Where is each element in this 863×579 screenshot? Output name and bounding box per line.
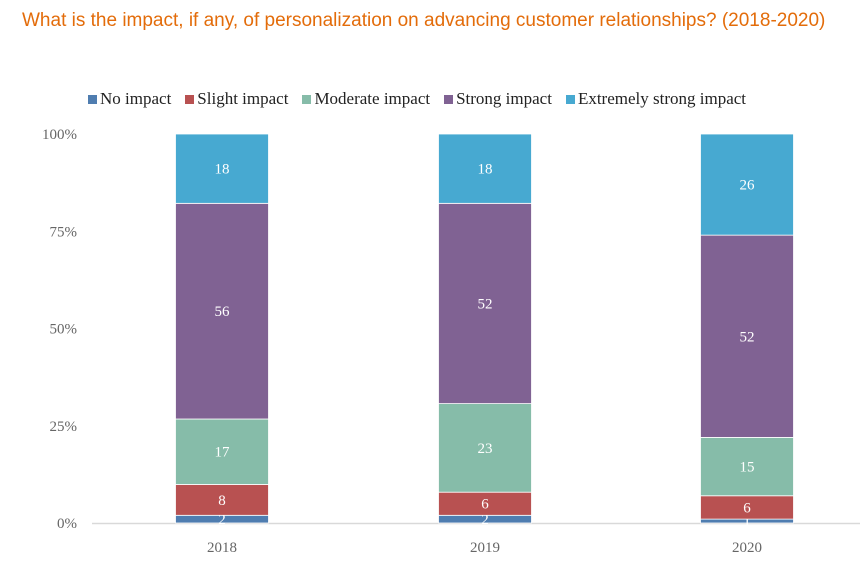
y-tick-label: 25% xyxy=(50,419,78,435)
legend-item: No impact xyxy=(88,89,171,109)
data-label: 2 xyxy=(481,512,489,528)
data-label: 23 xyxy=(478,441,493,457)
legend-item: Slight impact xyxy=(185,89,288,109)
legend-item: Extremely strong impact xyxy=(565,89,747,109)
legend: No impact Slight impact Moderate impact Str… xyxy=(88,89,746,109)
legend-swatch xyxy=(185,94,195,104)
legend-swatch xyxy=(444,94,454,104)
legend-swatch xyxy=(565,94,575,104)
data-label: 56 xyxy=(215,304,231,320)
legend-swatch xyxy=(302,94,312,104)
legend-label: Slight impact xyxy=(197,89,289,108)
bar-segment xyxy=(438,202,532,405)
chart-title: What is the impact, if any, of personali… xyxy=(22,10,826,31)
data-label: 52 xyxy=(478,296,493,312)
bar-segment xyxy=(700,234,794,438)
bar-segment xyxy=(175,202,269,420)
y-tick-label: 100% xyxy=(42,127,77,143)
legend-label: No impact xyxy=(100,89,172,108)
legend-label: Extremely strong impact xyxy=(577,89,747,108)
y-tick-label: 75% xyxy=(50,224,78,240)
data-label: 6 xyxy=(481,497,489,513)
x-tick-label: 2020 xyxy=(732,540,762,556)
x-tick-label: 2019 xyxy=(470,540,500,556)
data-label: 8 xyxy=(218,493,226,509)
data-label: 52 xyxy=(740,329,755,345)
bar-segment xyxy=(175,133,269,204)
bar-segment xyxy=(438,403,532,493)
data-label: 18 xyxy=(478,162,493,178)
y-tick-label: 0% xyxy=(57,516,77,532)
data-label: 6 xyxy=(743,500,751,516)
legend-item: Moderate impact xyxy=(302,89,430,109)
x-tick-label: 2018 xyxy=(207,540,237,556)
legend-label: Moderate impact xyxy=(314,89,431,108)
data-label: 1 xyxy=(743,514,751,530)
legend-item: Strong impact xyxy=(444,89,552,109)
data-label: 18 xyxy=(215,162,230,178)
legend-label: Strong impact xyxy=(456,89,552,108)
legend-swatch xyxy=(88,94,97,104)
data-label: 2 xyxy=(218,512,226,528)
data-label: 17 xyxy=(215,445,231,461)
bar-segment xyxy=(700,133,794,236)
data-label: 26 xyxy=(740,178,756,194)
data-label: 15 xyxy=(740,460,755,476)
bar-segment xyxy=(700,437,794,497)
bar-segment xyxy=(438,133,532,204)
y-tick-label: 50% xyxy=(50,322,78,338)
bar-segment xyxy=(175,484,269,516)
